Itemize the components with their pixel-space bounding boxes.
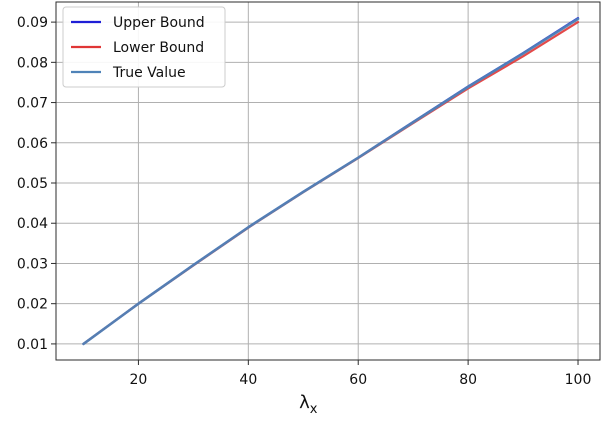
x-tick-label: 100 [565,372,592,388]
x-tick-label: 40 [239,372,257,388]
legend-box [62,6,226,88]
series-line-true-value [82,17,580,346]
y-tick-label: 0.05 [17,176,48,192]
x-axis-label-base: λ [299,392,310,413]
plot-frame [55,1,601,361]
x-axis-label-subscript: x [310,402,318,417]
legend-label: True Value [112,65,186,81]
legend-label: Lower Bound [113,40,204,56]
x-tick-label: 20 [130,372,148,388]
y-tick-label: 0.02 [17,297,48,313]
y-tick-label: 0.04 [17,216,48,232]
y-tick-label: 0.09 [17,15,48,31]
legend: Upper Bound Lower Bound True Value [62,6,226,88]
x-axis-label: λx [299,392,318,417]
series-layer [82,16,580,346]
tick-layer: 20 40 60 80 100 0.01 0.02 0.03 0.04 0.05 0.06 0.07 0… [17,15,592,388]
y-tick-label: 0.03 [17,256,48,272]
legend-label: Upper Bound [113,15,205,31]
y-tick-label: 0.07 [17,96,48,112]
x-tick-label: 80 [459,372,477,388]
y-tick-label: 0.06 [17,136,48,152]
y-tick-label: 0.08 [17,55,48,71]
y-tick-label: 0.01 [17,337,48,353]
x-tick-label: 60 [349,372,367,388]
